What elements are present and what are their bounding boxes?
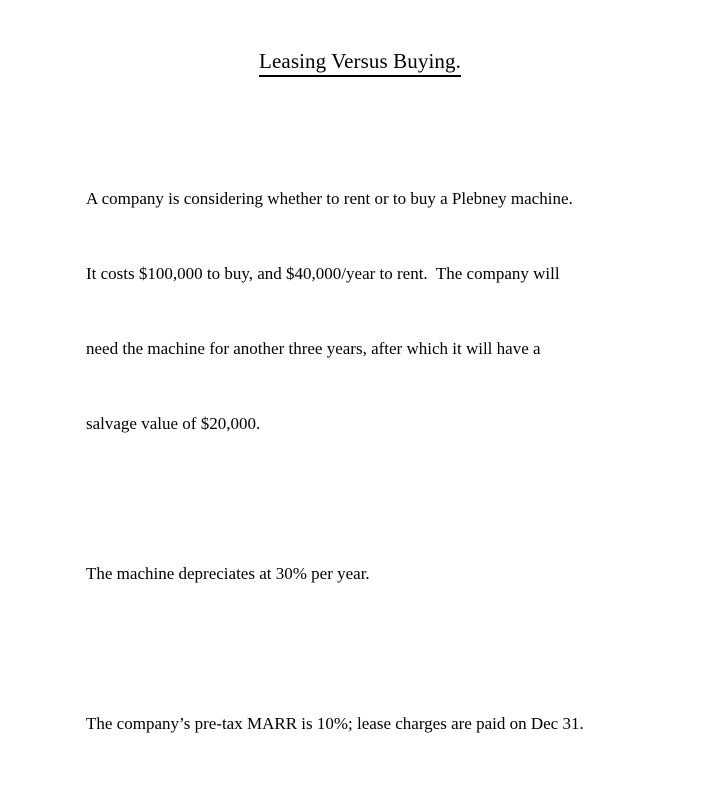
page-title-text: Leasing Versus Buying. [259,48,461,77]
paragraph-problem-statement: A company is considering whether to rent… [86,136,696,486]
text-line: The machine depreciates at 30% per year. [86,564,370,583]
text-line: The company’s pre-tax MARR is 10%; lease… [86,714,584,733]
page-title: Leasing Versus Buying. [0,48,720,77]
text-line: It costs $100,000 to buy, and $40,000/ye… [86,264,560,283]
paragraph-marr-note: The company’s pre-tax MARR is 10%; lease… [86,661,696,786]
paragraph-depreciation-note: The machine depreciates at 30% per year. [86,511,696,636]
text-line: need the machine for another three years… [86,339,541,358]
slide-body: A company is considering whether to rent… [86,136,696,786]
slide-canvas: Leasing Versus Buying. A company is cons… [0,48,720,733]
text-line: salvage value of $20,000. [86,414,261,433]
text-line: A company is considering whether to rent… [86,189,573,208]
